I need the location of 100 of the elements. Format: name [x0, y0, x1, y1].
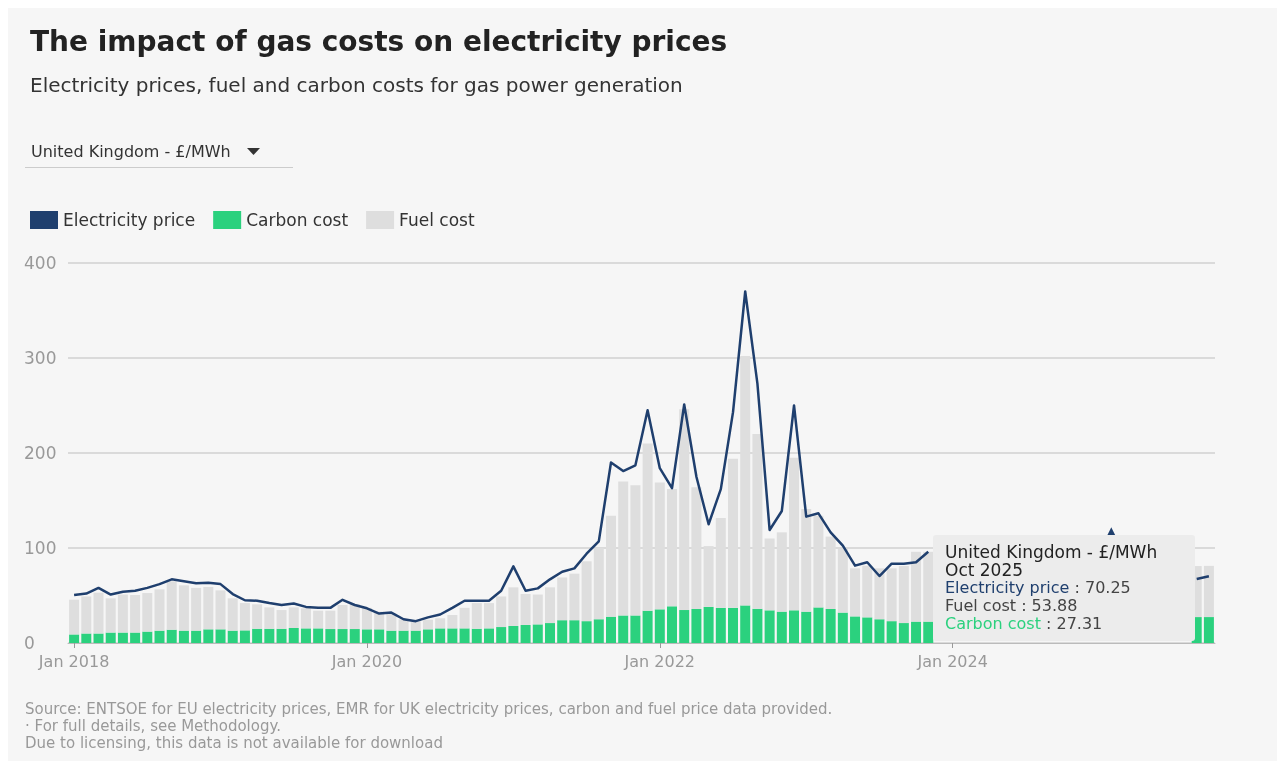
bar [581, 561, 592, 622]
chart-title: The impact of gas costs on electricity prices [30, 24, 728, 58]
bar [337, 629, 348, 643]
bar [496, 596, 507, 628]
legend-label: Electricity price [63, 210, 196, 230]
bar [557, 620, 568, 643]
bar [386, 613, 397, 631]
legend-label: Fuel cost [399, 210, 475, 230]
bar [447, 614, 458, 629]
x-tick-label: Jan 2024 [916, 651, 988, 671]
bar [520, 593, 531, 625]
bar [276, 628, 287, 643]
bar [69, 599, 80, 635]
bar [288, 627, 299, 643]
bar [776, 532, 787, 612]
bar [69, 634, 80, 643]
bar [300, 608, 311, 629]
bar [325, 610, 336, 630]
bar [801, 509, 812, 612]
bar [410, 630, 421, 643]
bar [752, 434, 763, 609]
bar [593, 548, 604, 620]
bar [874, 619, 885, 643]
bar [154, 630, 165, 643]
bar [837, 548, 848, 613]
bar [166, 629, 177, 643]
bar [361, 629, 372, 643]
bar [398, 630, 409, 643]
annotation: Oct 2025 [945, 560, 1024, 580]
bar [642, 443, 653, 611]
x-tick-label: Jan 2022 [623, 651, 696, 671]
bar [313, 628, 324, 643]
bar [459, 628, 470, 643]
bar [911, 621, 922, 643]
bar [740, 356, 751, 606]
source-note: Source: ENTSOE for EU electricity prices, EMR for UK electricity prices, carbon and fuel price data provided. [25, 700, 833, 718]
y-tick-label: 0 [24, 633, 35, 653]
bar [532, 594, 543, 625]
y-tick-label: 100 [24, 538, 57, 558]
bar [496, 627, 507, 643]
bar [508, 587, 519, 626]
x-tick-label: Jan 2018 [37, 651, 110, 671]
bar [544, 587, 555, 624]
annotation: Electricity price : 70.25 [945, 578, 1131, 597]
bar [532, 624, 543, 643]
bar [154, 589, 165, 631]
bar [630, 615, 641, 643]
bar [117, 594, 128, 633]
bar [203, 586, 214, 630]
bar [667, 489, 678, 607]
bar [142, 593, 153, 632]
bar [679, 610, 690, 643]
bar [239, 603, 250, 631]
bar [764, 538, 775, 611]
bar [276, 610, 287, 629]
bar [1203, 617, 1214, 643]
bar [483, 603, 494, 629]
text: United Kingdom - £/MWh [31, 142, 231, 161]
bar [130, 595, 141, 633]
y-tick-label: 400 [24, 253, 57, 273]
bar [471, 603, 482, 629]
annotation: Fuel cost : 53.88 [945, 596, 1078, 615]
bar [252, 604, 263, 629]
bar [520, 624, 531, 643]
bar [654, 609, 665, 643]
bar [898, 566, 909, 624]
bar [654, 482, 665, 610]
bar [447, 628, 458, 643]
bar [166, 581, 177, 630]
bar [569, 573, 580, 621]
bar [386, 630, 397, 643]
bar [191, 630, 202, 643]
bar [776, 611, 787, 643]
bar [691, 608, 702, 643]
bar [618, 615, 629, 643]
bar [81, 596, 92, 634]
bar [862, 617, 873, 643]
bar [801, 611, 812, 643]
bar [679, 409, 690, 611]
bar [349, 604, 360, 630]
bar [239, 630, 250, 643]
bar [264, 628, 275, 643]
y-tick-label: 300 [24, 348, 57, 368]
bar [886, 621, 897, 643]
bar [105, 632, 116, 643]
x-tick-label: Jan 2020 [330, 651, 403, 671]
bar [630, 485, 641, 616]
bar [862, 565, 873, 618]
bar [703, 606, 714, 643]
bar [789, 457, 800, 611]
bar [837, 612, 848, 643]
bar [93, 633, 104, 643]
bar [93, 592, 104, 634]
bar [825, 608, 836, 643]
bar [605, 616, 616, 643]
bar [569, 620, 580, 643]
bar [728, 607, 739, 643]
bar [178, 585, 189, 631]
annotation: Carbon cost : 27.31 [945, 614, 1103, 633]
bar [752, 608, 763, 643]
